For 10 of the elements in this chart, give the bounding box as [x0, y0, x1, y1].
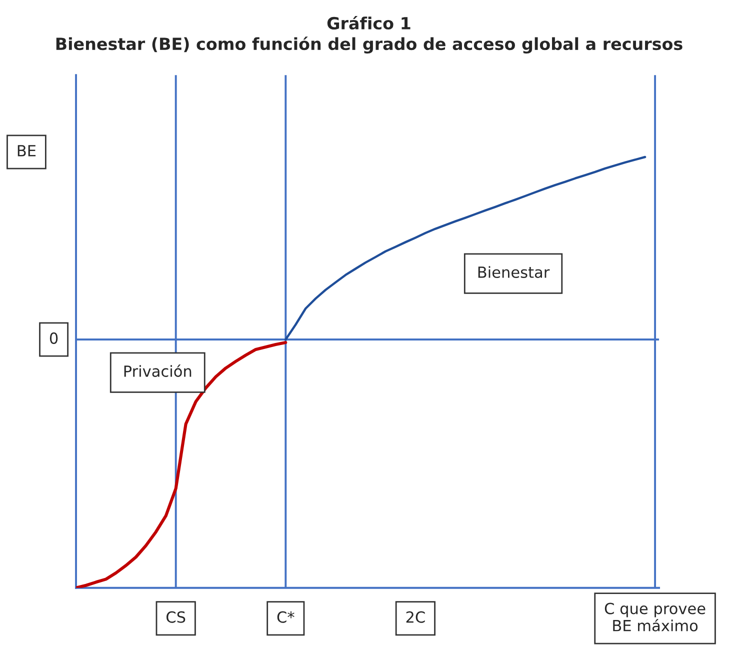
chart-subtitle: Bienestar (BE) como función del grado de acceso global a recursos [56, 36, 682, 54]
x-tick-label: C* [277, 611, 294, 623]
chart-title: Gráfico 1 [327, 16, 410, 30]
ref-line-label: 0 [50, 332, 58, 344]
x-tick-label: 2C [406, 611, 425, 623]
annotation: Bienestar [478, 266, 550, 278]
x-tick-label: C que provee BE máximo [604, 602, 706, 632]
y-axis-title: BE [18, 145, 36, 156]
x-tick-label: CS [166, 611, 186, 623]
annotation: Privación [124, 364, 192, 377]
